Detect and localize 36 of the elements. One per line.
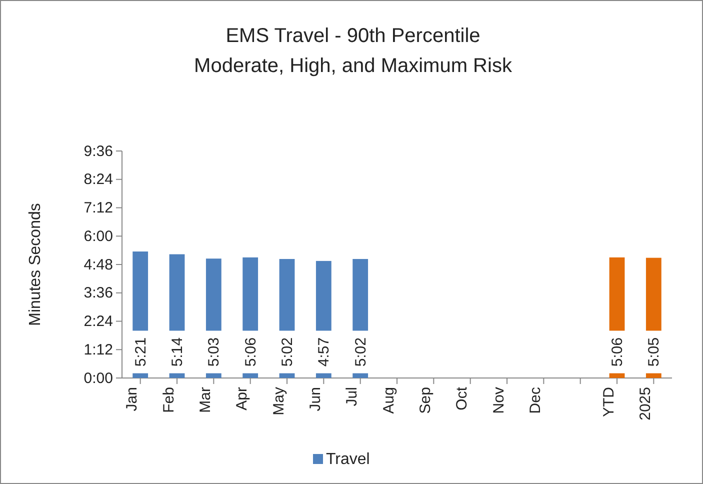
- y-tick-label: 8:24: [84, 171, 113, 188]
- data-label: 5:02: [279, 337, 296, 367]
- y-tick-label: 9:36: [84, 142, 113, 160]
- x-tick-label: Jun: [306, 387, 324, 412]
- y-tick-label: 3:36: [84, 284, 113, 302]
- x-tick-label: Jan: [124, 387, 141, 412]
- data-label: 5:06: [609, 337, 626, 367]
- x-tick-label: Sep: [416, 387, 434, 414]
- x-tick-label: Feb: [160, 387, 178, 413]
- data-label: 5:05: [646, 337, 663, 367]
- x-tick-label: Oct: [454, 386, 471, 410]
- data-label: 5:21: [132, 337, 150, 367]
- x-tick-label: 2025: [636, 387, 654, 420]
- x-tick-label: May: [270, 386, 288, 416]
- y-tick-label: 1:12: [84, 341, 113, 358]
- data-label: 5:14: [169, 337, 186, 367]
- y-tick-label: 0:00: [84, 370, 113, 387]
- x-tick-label: Dec: [526, 386, 544, 414]
- x-tick-label: Nov: [490, 386, 508, 414]
- x-tick-label: Aug: [380, 387, 398, 414]
- x-tick-label: YTD: [600, 386, 618, 417]
- x-tick-label: Mar: [196, 387, 214, 413]
- chart-title: EMS Travel - 90th Percentile: [226, 25, 480, 47]
- data-label: 5:06: [242, 337, 260, 367]
- legend-label: Travel: [326, 451, 370, 468]
- data-label: 5:02: [352, 337, 370, 367]
- y-tick-label: 4:48: [84, 256, 113, 274]
- y-tick-label: 2:24: [84, 313, 113, 330]
- x-tick-label: Apr: [234, 386, 251, 410]
- x-tick-label: Jul: [344, 387, 361, 406]
- data-label: 4:57: [316, 337, 333, 367]
- y-tick-label: 7:12: [84, 200, 113, 217]
- data-label: 5:03: [206, 337, 223, 367]
- chart-subtitle: Moderate, High, and Maximum Risk: [194, 55, 513, 77]
- y-tick-label: 6:00: [84, 228, 113, 245]
- y-axis-title: Minutes Seconds: [27, 203, 44, 326]
